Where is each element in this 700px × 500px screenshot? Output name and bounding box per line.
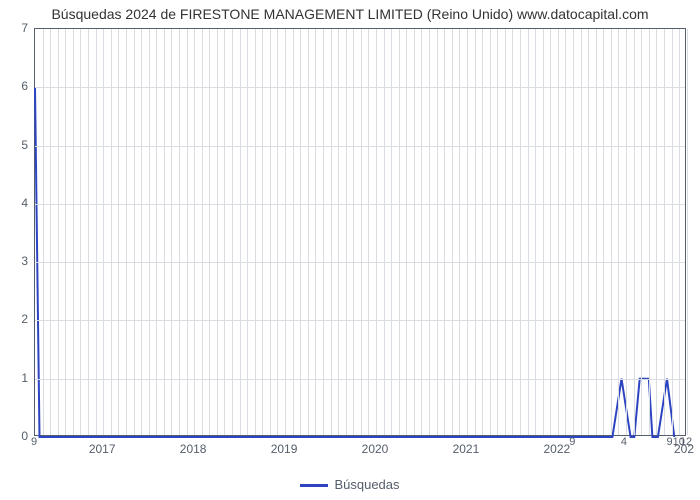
legend-swatch <box>300 484 328 487</box>
chart-container: Búsquedas 2024 de FIRESTONE MANAGEMENT L… <box>0 0 700 500</box>
legend: Búsquedas <box>0 477 700 492</box>
plot-area <box>34 28 686 436</box>
chart-title: Búsquedas 2024 de FIRESTONE MANAGEMENT L… <box>0 6 700 22</box>
legend-label: Búsquedas <box>334 477 399 492</box>
